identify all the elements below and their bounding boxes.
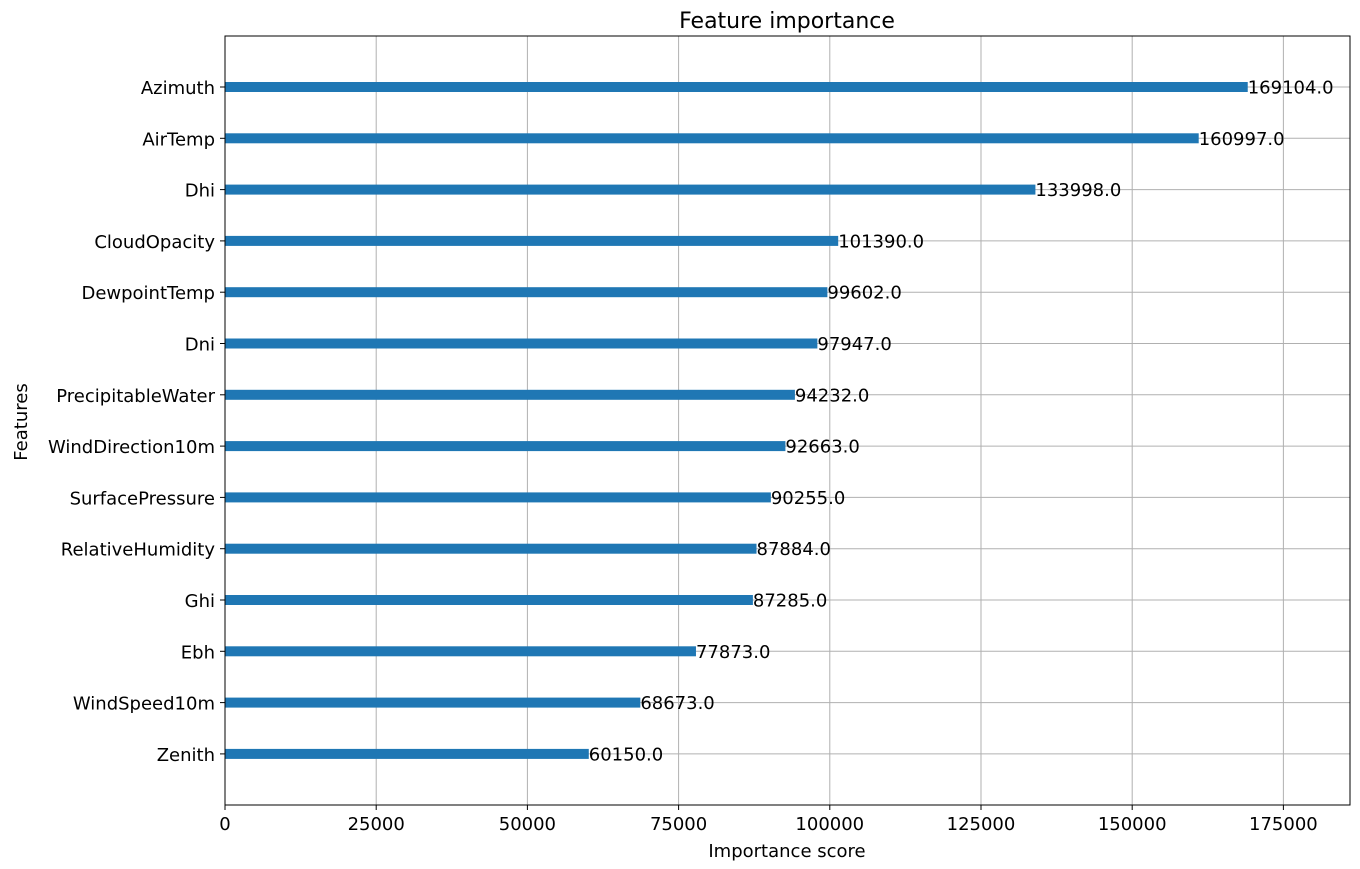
x-tick-label: 175000	[1249, 814, 1318, 835]
data-label-surfacepressure: 90255.0	[771, 488, 845, 509]
bar-airtemp	[225, 133, 1199, 144]
y-tick-label-winddirection10m: WindDirection10m	[48, 437, 215, 458]
y-tick-label-airtemp: AirTemp	[142, 129, 215, 150]
data-label-windspeed10m: 68673.0	[640, 693, 714, 714]
y-tick-label-dhi: Dhi	[185, 181, 215, 202]
x-tick-label: 50000	[499, 814, 556, 835]
bar-cloudopacity	[225, 235, 839, 246]
x-axis-label: Importance score	[708, 841, 865, 862]
plot-frame	[224, 35, 1351, 806]
bar-dewpointtemp	[225, 287, 828, 298]
y-tick-label-zenith: Zenith	[157, 745, 215, 766]
y-tick-label-cloudopacity: CloudOpacity	[94, 232, 215, 253]
data-label-dewpointtemp: 99602.0	[827, 283, 901, 304]
bar-surfacepressure	[225, 492, 771, 503]
y-tick-label-azimuth: Azimuth	[141, 78, 215, 99]
x-tick-label: 125000	[947, 814, 1016, 835]
y-tick-label-windspeed10m: WindSpeed10m	[73, 694, 215, 715]
y-tick-label-relativehumidity: RelativeHumidity	[61, 540, 216, 561]
bar-dni	[225, 338, 818, 349]
x-tick-label: 25000	[348, 814, 405, 835]
data-label-ebh: 77873.0	[696, 642, 770, 663]
y-tick-label-ghi: Ghi	[185, 591, 215, 612]
bar-ebh	[225, 646, 696, 657]
bar-winddirection10m	[225, 441, 786, 452]
x-tick-label: 0	[219, 814, 230, 835]
y-tick-label-surfacepressure: SurfacePressure	[70, 488, 215, 509]
y-tick-label-precipitablewater: PrecipitableWater	[56, 386, 215, 407]
y-axis-ticks: Azimuth AirTemp Dhi CloudOpacity DewpointTem…	[48, 78, 225, 766]
data-label-cloudopacity: 101390.0	[838, 231, 924, 252]
bar-dhi	[225, 184, 1036, 195]
bars	[225, 82, 1248, 759]
bar-zenith	[225, 748, 589, 759]
data-label-relativehumidity: 87884.0	[757, 539, 831, 560]
data-label-ghi: 87285.0	[753, 591, 827, 612]
x-tick-label: 150000	[1098, 814, 1167, 835]
x-axis-ticks: 0 25000 50000 75000 100000 125000 150000 175000	[219, 805, 1318, 835]
bar-ghi	[225, 595, 753, 605]
x-tick-label: 100000	[795, 814, 864, 835]
y-axis-label: Features	[11, 383, 32, 460]
data-label-dhi: 133998.0	[1035, 180, 1121, 201]
y-tick-label-ebh: Ebh	[181, 642, 215, 663]
bar-relativehumidity	[225, 543, 757, 554]
data-label-dni: 97947.0	[817, 334, 891, 355]
data-label-azimuth: 169104.0	[1248, 78, 1334, 99]
grid-lines	[224, 36, 1350, 805]
data-labels: 169104.0 160997.0 133998.0 101390.0 99602.0 9…	[589, 78, 1334, 766]
x-tick-label: 75000	[650, 814, 707, 835]
data-label-precipitablewater: 94232.0	[795, 385, 869, 406]
data-label-zenith: 60150.0	[589, 744, 663, 765]
bar-precipitablewater	[225, 389, 795, 400]
y-tick-label-dewpointtemp: DewpointTemp	[81, 283, 215, 304]
chart-title: Feature importance	[679, 9, 895, 34]
data-label-winddirection10m: 92663.0	[785, 437, 859, 458]
bar-windspeed10m	[225, 697, 641, 708]
bar-azimuth	[225, 82, 1248, 92]
data-label-airtemp: 160997.0	[1199, 129, 1285, 150]
y-tick-label-dni: Dni	[185, 335, 215, 356]
